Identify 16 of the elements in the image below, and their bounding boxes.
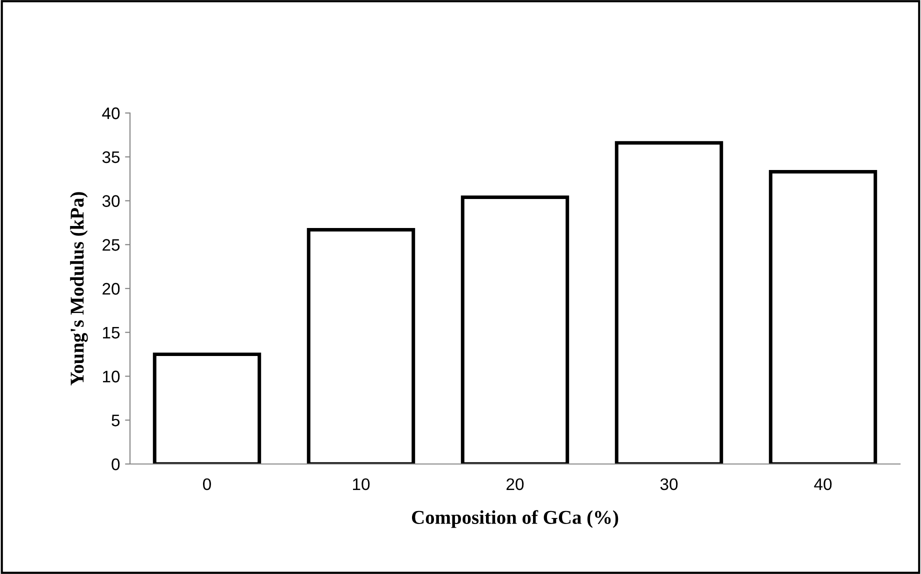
x-axis-title: Composition of GCa (%) [412, 510, 618, 528]
y-tick-label: 40 [102, 107, 120, 120]
y-tick-label: 35 [102, 151, 120, 164]
y-tick-label: 10 [103, 370, 120, 382]
y-tick-label: 15 [103, 326, 120, 339]
x-tick-label: 0 [203, 478, 211, 490]
x-tick-label: 40 [814, 478, 832, 490]
y-tick-label: 25 [102, 239, 120, 251]
y-tick-label: 5 [112, 414, 120, 426]
y-tick-label: 20 [102, 282, 120, 295]
x-tick-label: 20 [506, 478, 524, 490]
y-axis-title: Young's Modulus (kPa) [70, 192, 88, 386]
x-tick-label: 30 [660, 478, 678, 490]
x-tick-label: 10 [353, 478, 370, 490]
y-tick-label: 30 [102, 195, 120, 207]
y-tick-label: 0 [112, 458, 120, 470]
